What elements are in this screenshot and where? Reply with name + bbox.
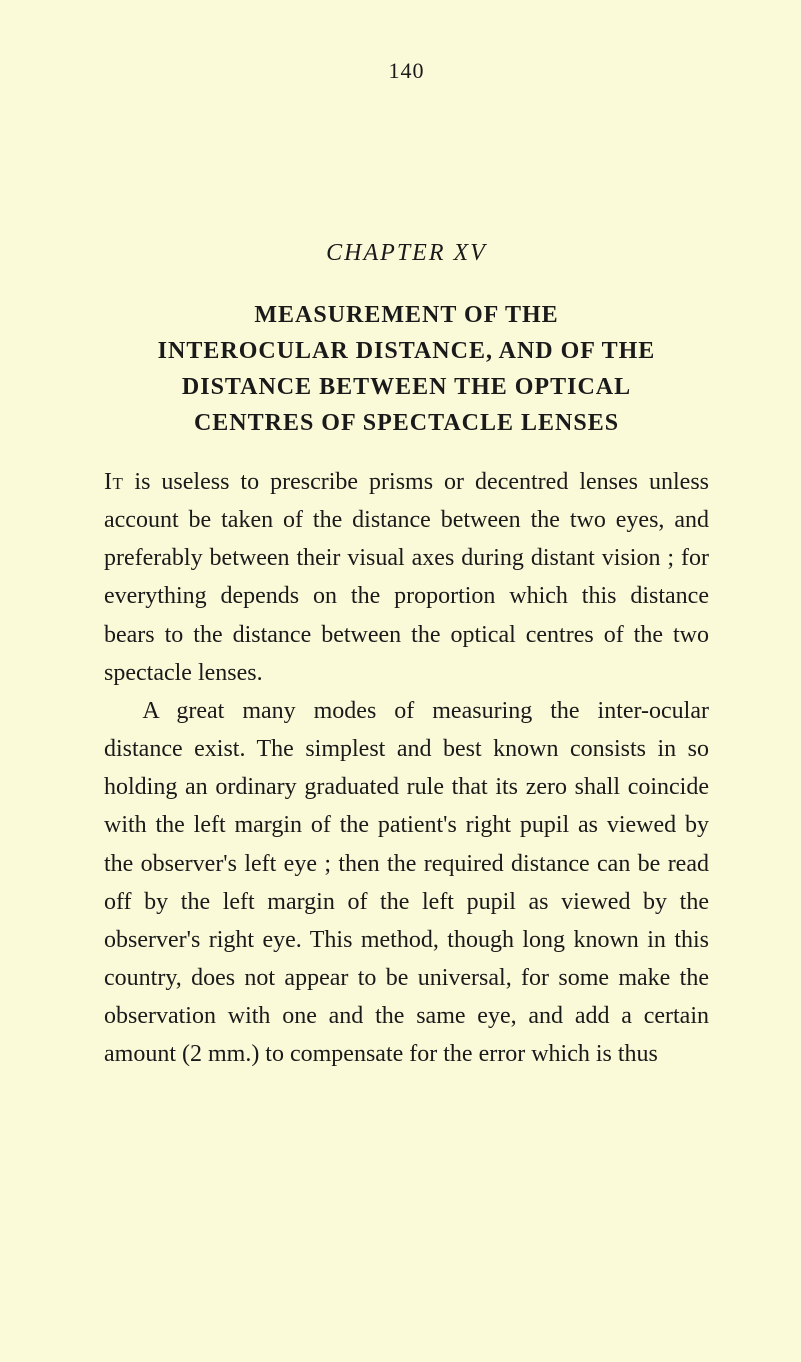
- para1-rest: is useless to prescribe prisms or decent…: [104, 469, 709, 686]
- paragraph-2: A great many modes of measuring the inte…: [104, 692, 709, 1074]
- body-text: It is useless to prescribe prisms or dec…: [104, 463, 709, 1074]
- chapter-label: CHAPTER XV: [104, 240, 709, 267]
- title-line-1: MEASUREMENT OF THE: [254, 302, 558, 328]
- title-line-3: DISTANCE BETWEEN THE OPTICAL: [182, 374, 631, 400]
- chapter-title: MEASUREMENT OF THE INTEROCULAR DISTANCE,…: [104, 297, 709, 441]
- para1-lead: It: [104, 469, 123, 495]
- title-line-4: CENTRES OF SPECTACLE LENSES: [194, 410, 619, 436]
- title-line-2: INTEROCULAR DISTANCE, AND OF THE: [158, 338, 656, 364]
- paragraph-1: It is useless to prescribe prisms or dec…: [104, 463, 709, 692]
- page-number: 140: [104, 58, 709, 84]
